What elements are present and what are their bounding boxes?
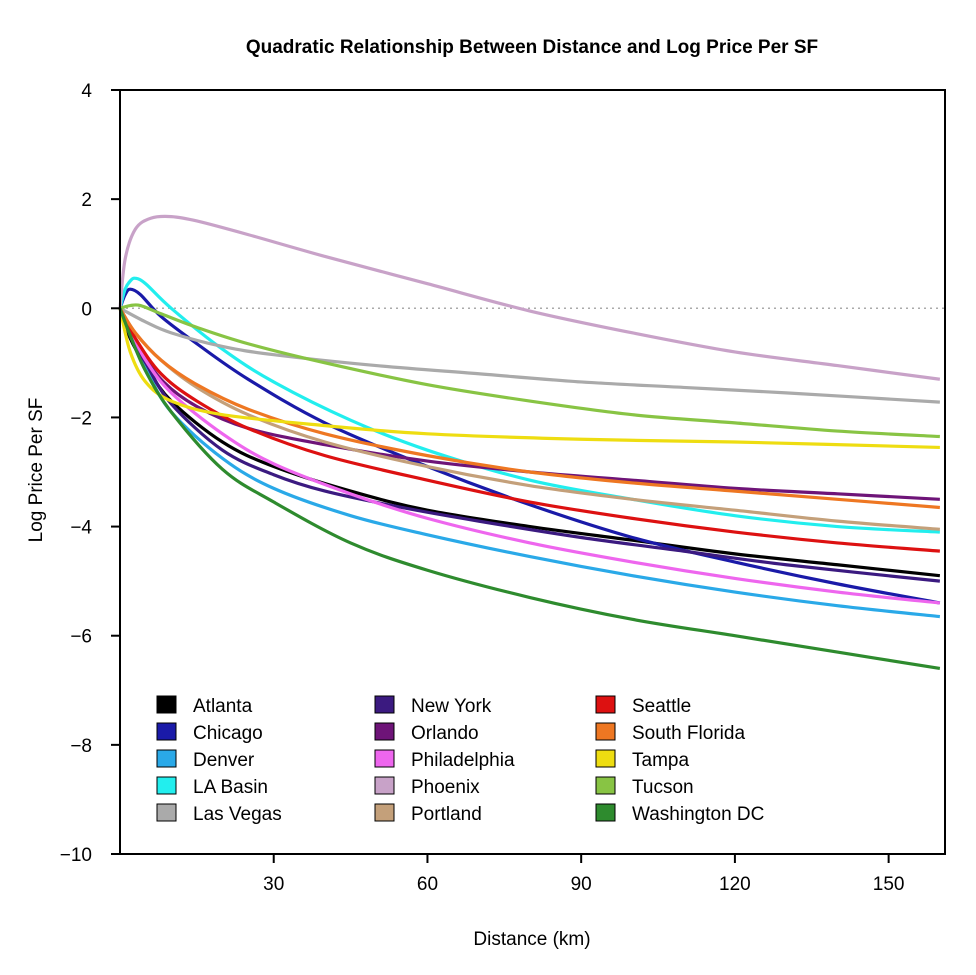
legend-swatch-new-york — [374, 695, 395, 714]
legend-label-atlanta: Atlanta — [193, 696, 253, 717]
plot-area — [118, 89, 946, 855]
series-line-south-florida — [118, 307, 941, 510]
legend-swatch-phoenix — [374, 776, 395, 795]
series-line-washington-dc — [118, 307, 941, 671]
x-tick-label: 90 — [571, 874, 592, 895]
legend-swatch-la-basin — [156, 776, 177, 795]
legend-swatch-chicago — [156, 722, 177, 741]
x-tick-label: 30 — [263, 874, 284, 895]
y-tick-label: 0 — [81, 299, 92, 320]
legend-swatch-tucson — [595, 776, 616, 795]
legend-swatch-tampa — [595, 749, 616, 768]
y-tick-label: −6 — [70, 627, 92, 648]
y-tick-label: 2 — [81, 190, 92, 211]
x-tick-label: 150 — [873, 874, 905, 895]
legend-label-la-basin: LA Basin — [193, 777, 268, 798]
legend-swatch-portland — [374, 803, 395, 822]
legend-label-las-vegas: Las Vegas — [193, 804, 282, 825]
legend-label-phoenix: Phoenix — [411, 777, 480, 798]
y-tick-label: 4 — [81, 81, 92, 102]
y-tick-label: −8 — [70, 736, 92, 757]
y-axis-label: Log Price Per SF — [26, 398, 47, 543]
y-axis: 4 2 0 −2 −4 −6 −8 −10 — [60, 81, 120, 866]
y-tick-label: −4 — [70, 518, 92, 539]
series-line-las-vegas — [119, 306, 940, 404]
legend-swatch-washington-dc — [595, 803, 616, 822]
plot-frame — [119, 89, 946, 855]
legend-label-denver: Denver — [193, 750, 255, 771]
legend: Atlanta Chicago Denver LA Basin Las Vegas New… — [156, 695, 764, 825]
legend-label-orlando: Orlando — [411, 723, 479, 744]
legend-swatch-seattle — [595, 695, 616, 714]
legend-label-washington-dc: Washington DC — [632, 804, 764, 825]
series-line-chicago — [118, 287, 941, 605]
chart-title: Quadratic Relationship Between Distance … — [246, 37, 818, 58]
series-line-orlando — [118, 307, 940, 501]
x-axis-label: Distance (km) — [473, 929, 590, 950]
x-tick-label: 120 — [719, 874, 751, 895]
legend-label-south-florida: South Florida — [632, 723, 745, 744]
legend-label-tucson: Tucson — [632, 777, 694, 798]
legend-swatch-denver — [156, 749, 177, 768]
legend-label-philadelphia: Philadelphia — [411, 750, 515, 771]
legend-swatch-las-vegas — [156, 803, 177, 822]
y-tick-label: −2 — [70, 408, 92, 429]
legend-swatch-atlanta — [156, 695, 177, 714]
y-tick-label: −10 — [60, 845, 92, 866]
legend-label-seattle: Seattle — [632, 696, 691, 717]
legend-label-new-york: New York — [411, 696, 492, 717]
series-line-la-basin — [118, 276, 940, 534]
legend-swatch-orlando — [374, 722, 395, 741]
series-line-seattle — [118, 307, 941, 553]
series-line-tucson — [119, 303, 940, 439]
legend-swatch-philadelphia — [374, 749, 395, 768]
legend-swatch-south-florida — [595, 722, 616, 741]
series-line-phoenix — [118, 214, 941, 381]
series-line-tampa — [118, 307, 940, 450]
x-tick-label: 60 — [417, 874, 438, 895]
legend-label-tampa: Tampa — [632, 750, 689, 771]
series-line-philadelphia — [118, 307, 941, 605]
legend-label-chicago: Chicago — [193, 723, 263, 744]
x-axis: 30 60 90 120 150 — [263, 854, 904, 895]
series-line-atlanta — [118, 307, 941, 578]
legend-label-portland: Portland — [411, 804, 482, 825]
